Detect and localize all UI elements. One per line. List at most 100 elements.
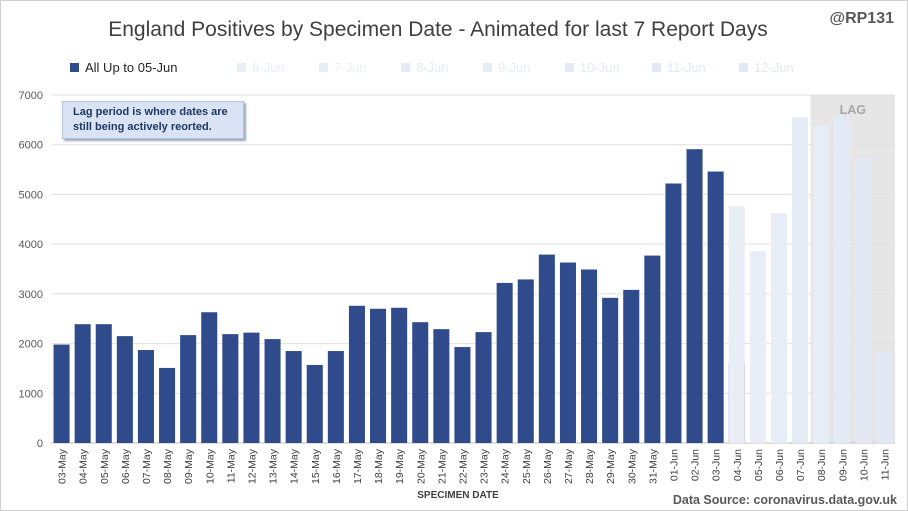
- x-tick-label: 18-May: [373, 448, 385, 484]
- x-tick-label: 16-May: [331, 448, 343, 484]
- x-tick-label: 05-Jun: [753, 449, 765, 481]
- x-tick-label: 12-May: [246, 448, 258, 484]
- legend-label: 9-Jun: [498, 60, 531, 75]
- x-tick-label: 07-May: [141, 448, 153, 484]
- legend-label: 12-Jun: [754, 60, 794, 75]
- x-tick-label: 09-Jun: [837, 449, 849, 481]
- x-tick-label: 02-Jun: [690, 449, 702, 481]
- x-tick-label: 26-May: [542, 448, 554, 484]
- bar: [517, 279, 534, 443]
- x-tick-label: 08-Jun: [816, 449, 828, 481]
- legend-item: All Up to 05-Jun: [70, 60, 178, 75]
- x-tick-label: 09-May: [183, 448, 195, 484]
- bar: [855, 157, 872, 443]
- legend-item: 8-Jun: [401, 60, 449, 75]
- bar: [538, 254, 555, 443]
- legend-label: 10-Jun: [580, 60, 620, 75]
- lag-label: LAG: [840, 103, 866, 117]
- x-tick-label: 17-May: [352, 448, 364, 484]
- y-tick-label: 5000: [19, 189, 43, 201]
- y-tick-label: 7000: [19, 90, 43, 102]
- legend-item: 6-Jun: [237, 60, 285, 75]
- x-tick-label: 08-May: [162, 448, 174, 484]
- legend-swatch: [319, 63, 328, 72]
- legend-swatch: [70, 63, 79, 72]
- x-tick-label: 20-May: [415, 448, 427, 484]
- legend-item: 12-Jun: [739, 60, 794, 75]
- bar: [201, 312, 218, 443]
- x-tick-label: 01-Jun: [668, 449, 680, 481]
- legend-swatch: [237, 63, 246, 72]
- x-tick-label: 25-May: [521, 448, 533, 484]
- legend-swatch: [565, 63, 574, 72]
- y-tick-label: 2000: [19, 339, 43, 351]
- legend-label: 6-Jun: [252, 60, 285, 75]
- x-tick-label: 07-Jun: [795, 449, 807, 481]
- x-tick-label: 10-May: [204, 448, 216, 484]
- bar: [264, 339, 281, 443]
- bar: [74, 324, 91, 443]
- bar: [159, 367, 176, 443]
- y-tick-label: 1000: [19, 388, 43, 400]
- x-tick-label: 06-Jun: [774, 449, 786, 481]
- x-tick-label: 29-May: [605, 448, 617, 484]
- x-tick-label: 28-May: [584, 448, 596, 484]
- x-tick-label: 30-May: [626, 448, 638, 484]
- lag-note: Lag period is where dates are still bein…: [62, 101, 244, 139]
- bar: [792, 117, 809, 443]
- y-tick-label: 6000: [19, 140, 43, 152]
- x-tick-label: 24-May: [500, 448, 512, 484]
- bar: [749, 251, 766, 443]
- bar: [327, 351, 344, 443]
- bar: [876, 352, 893, 443]
- legend-item: 10-Jun: [565, 60, 620, 75]
- bar: [581, 269, 598, 443]
- legend: All Up to 05-Jun 6-Jun 7-Jun 8-Jun 9-Jun 10-J…: [70, 60, 870, 76]
- bar: [53, 344, 70, 443]
- legend-swatch: [652, 63, 661, 72]
- legend-label: 11-Jun: [667, 60, 706, 75]
- x-tick-label: 19-May: [394, 448, 406, 484]
- x-tick-label: 27-May: [563, 448, 575, 484]
- legend-label: All Up to 05-Jun: [85, 60, 178, 75]
- x-tick-label: 15-May: [310, 448, 322, 484]
- legend-swatch: [401, 63, 410, 72]
- bar: [306, 364, 323, 443]
- x-tick-label: 22-May: [457, 448, 469, 484]
- x-tick-label: 03-Jun: [711, 449, 723, 481]
- bar: [602, 297, 619, 443]
- x-tick-label: 10-Jun: [858, 449, 870, 481]
- legend-label: 8-Jun: [416, 60, 449, 75]
- x-tick-label: 31-May: [647, 448, 659, 484]
- bar: [707, 171, 724, 443]
- bar: [222, 334, 239, 443]
- bar: [834, 116, 851, 444]
- x-tick-label: 03-May: [57, 448, 69, 484]
- bar: [95, 324, 112, 443]
- x-tick-label: 14-May: [289, 448, 301, 484]
- bar: [370, 308, 387, 443]
- bar: [665, 183, 682, 443]
- bar: [623, 289, 640, 443]
- x-tick-label: 11-Jun: [879, 449, 891, 480]
- bar: [475, 332, 492, 443]
- bar: [285, 351, 302, 443]
- data-source: Data Source: coronavirus.data.gov.uk: [672, 493, 897, 507]
- x-tick-label: 04-Jun: [732, 449, 744, 481]
- legend-swatch: [483, 63, 492, 72]
- x-tick-label: 04-May: [78, 448, 90, 484]
- x-tick-label: 13-May: [268, 448, 280, 484]
- bar: [348, 305, 365, 443]
- x-tick-label: 21-May: [436, 448, 448, 484]
- bar: [686, 149, 703, 443]
- legend-swatch: [739, 63, 748, 72]
- x-tick-label: 11-May: [225, 448, 237, 483]
- bar: [559, 262, 576, 443]
- bar: [180, 335, 197, 443]
- author-handle: @RP131: [829, 10, 894, 27]
- legend-item: 7-Jun: [319, 60, 367, 75]
- bar: [243, 332, 260, 443]
- bar: [644, 255, 661, 443]
- x-axis-title: SPECIMEN DATE: [417, 490, 499, 501]
